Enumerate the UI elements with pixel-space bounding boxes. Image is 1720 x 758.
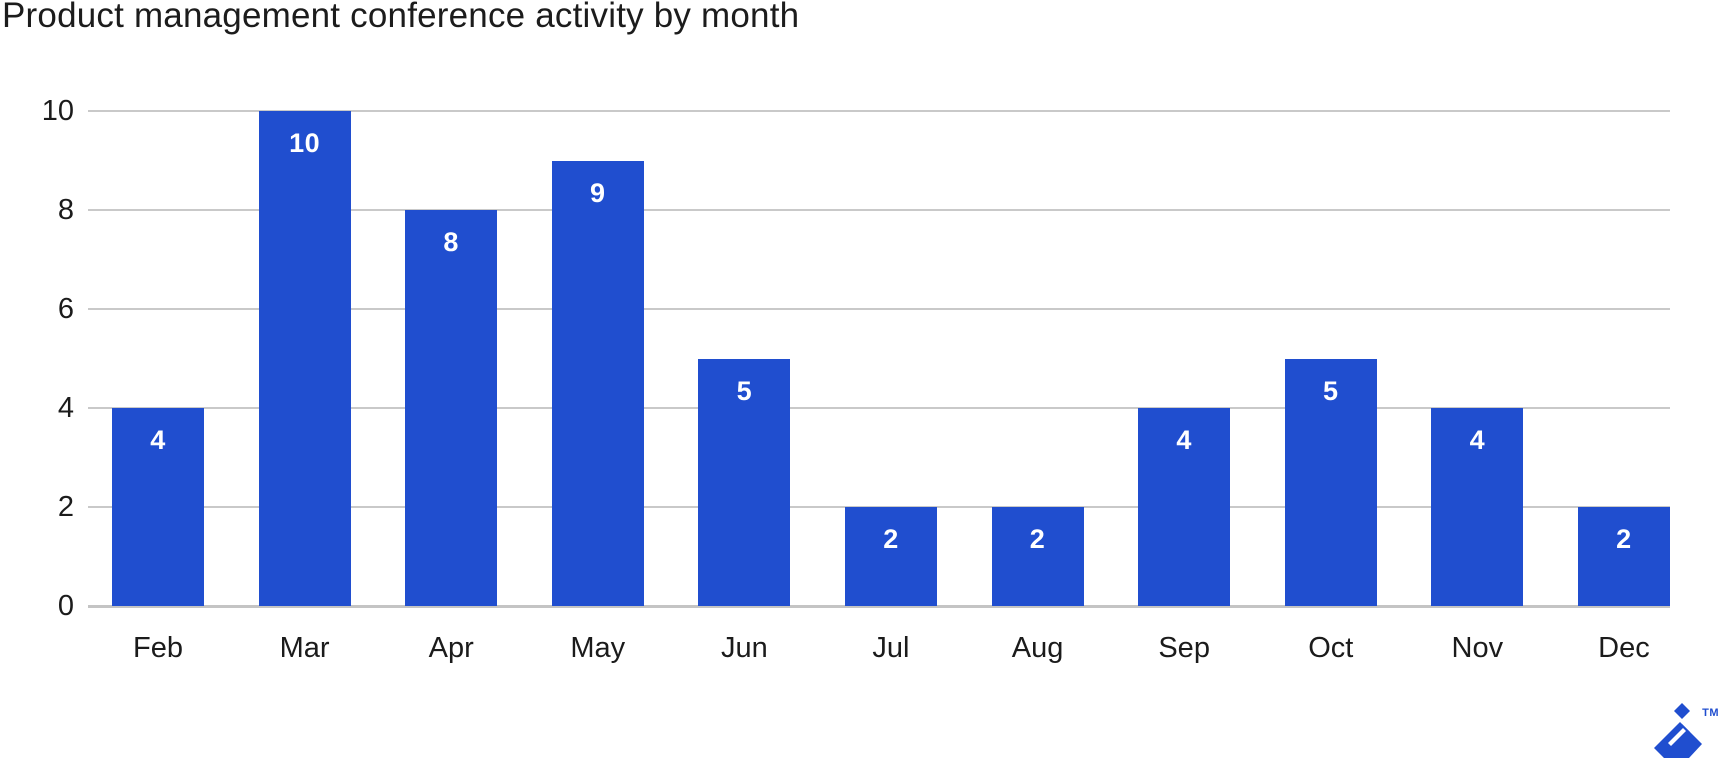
x-axis: Feb Mar Apr May Jun Jul Aug Sep Oct Nov Dec	[88, 632, 1670, 664]
bar-value-label: 5	[736, 375, 753, 406]
bar: 5	[1284, 358, 1377, 606]
x-tick-label: Apr	[428, 632, 474, 664]
y-tick-label: 10	[41, 95, 74, 127]
chart-title: Product management conference activity b…	[2, 0, 800, 35]
bar: 8	[405, 210, 498, 606]
bar-value-label: 2	[883, 524, 899, 554]
bar-series: 4 10 8 9 5 2 2 4 5 4 2	[88, 111, 1670, 606]
x-tick-label: Oct	[1308, 632, 1354, 664]
bar: 4	[1431, 408, 1524, 606]
trademark-label: TM	[1702, 707, 1719, 719]
bar: 2	[844, 507, 937, 606]
x-tick-label: Jul	[872, 632, 910, 664]
brand-mark: TM	[1632, 700, 1720, 758]
bar: 2	[1577, 507, 1670, 606]
x-tick-label: Dec	[1598, 632, 1650, 664]
bar-value-label: 2	[1616, 524, 1632, 554]
bar-value-label: 5	[1322, 375, 1339, 406]
bar: 5	[698, 358, 791, 606]
x-tick-label: Mar	[279, 632, 330, 664]
x-tick-label: Aug	[1011, 632, 1064, 664]
x-axis-baseline	[88, 605, 1670, 608]
bar: 10	[258, 111, 351, 606]
y-tick-label: 6	[57, 293, 74, 325]
x-tick-label: May	[570, 632, 626, 664]
gridline	[88, 110, 1670, 112]
bar: 4	[112, 408, 204, 606]
gridline	[88, 308, 1670, 310]
bar-value-label: 4	[150, 425, 166, 455]
x-tick-label: Nov	[1451, 632, 1504, 664]
y-tick-label: 2	[57, 491, 74, 523]
y-tick-label: 4	[57, 392, 74, 424]
bar-value-label: 10	[289, 128, 321, 158]
y-axis: 0 2 4 6 8 10	[0, 95, 74, 622]
y-tick-label: 8	[57, 194, 74, 226]
gridline	[88, 407, 1670, 409]
bar: 9	[551, 160, 644, 606]
y-tick-label: 0	[57, 590, 74, 622]
toptal-logo-icon	[1654, 703, 1702, 758]
gridline	[88, 209, 1670, 211]
bar: 4	[1138, 408, 1231, 606]
bar-value-label: 4	[1176, 425, 1192, 455]
x-tick-label: Sep	[1158, 632, 1210, 664]
bar-value-label: 4	[1469, 425, 1486, 455]
bar-value-label: 8	[443, 227, 459, 257]
x-tick-label: Feb	[133, 632, 183, 664]
bar-value-label: 2	[1029, 524, 1046, 554]
bar: 2	[991, 507, 1084, 606]
x-tick-label: Jun	[720, 632, 768, 664]
bar-value-label: 9	[590, 177, 606, 208]
